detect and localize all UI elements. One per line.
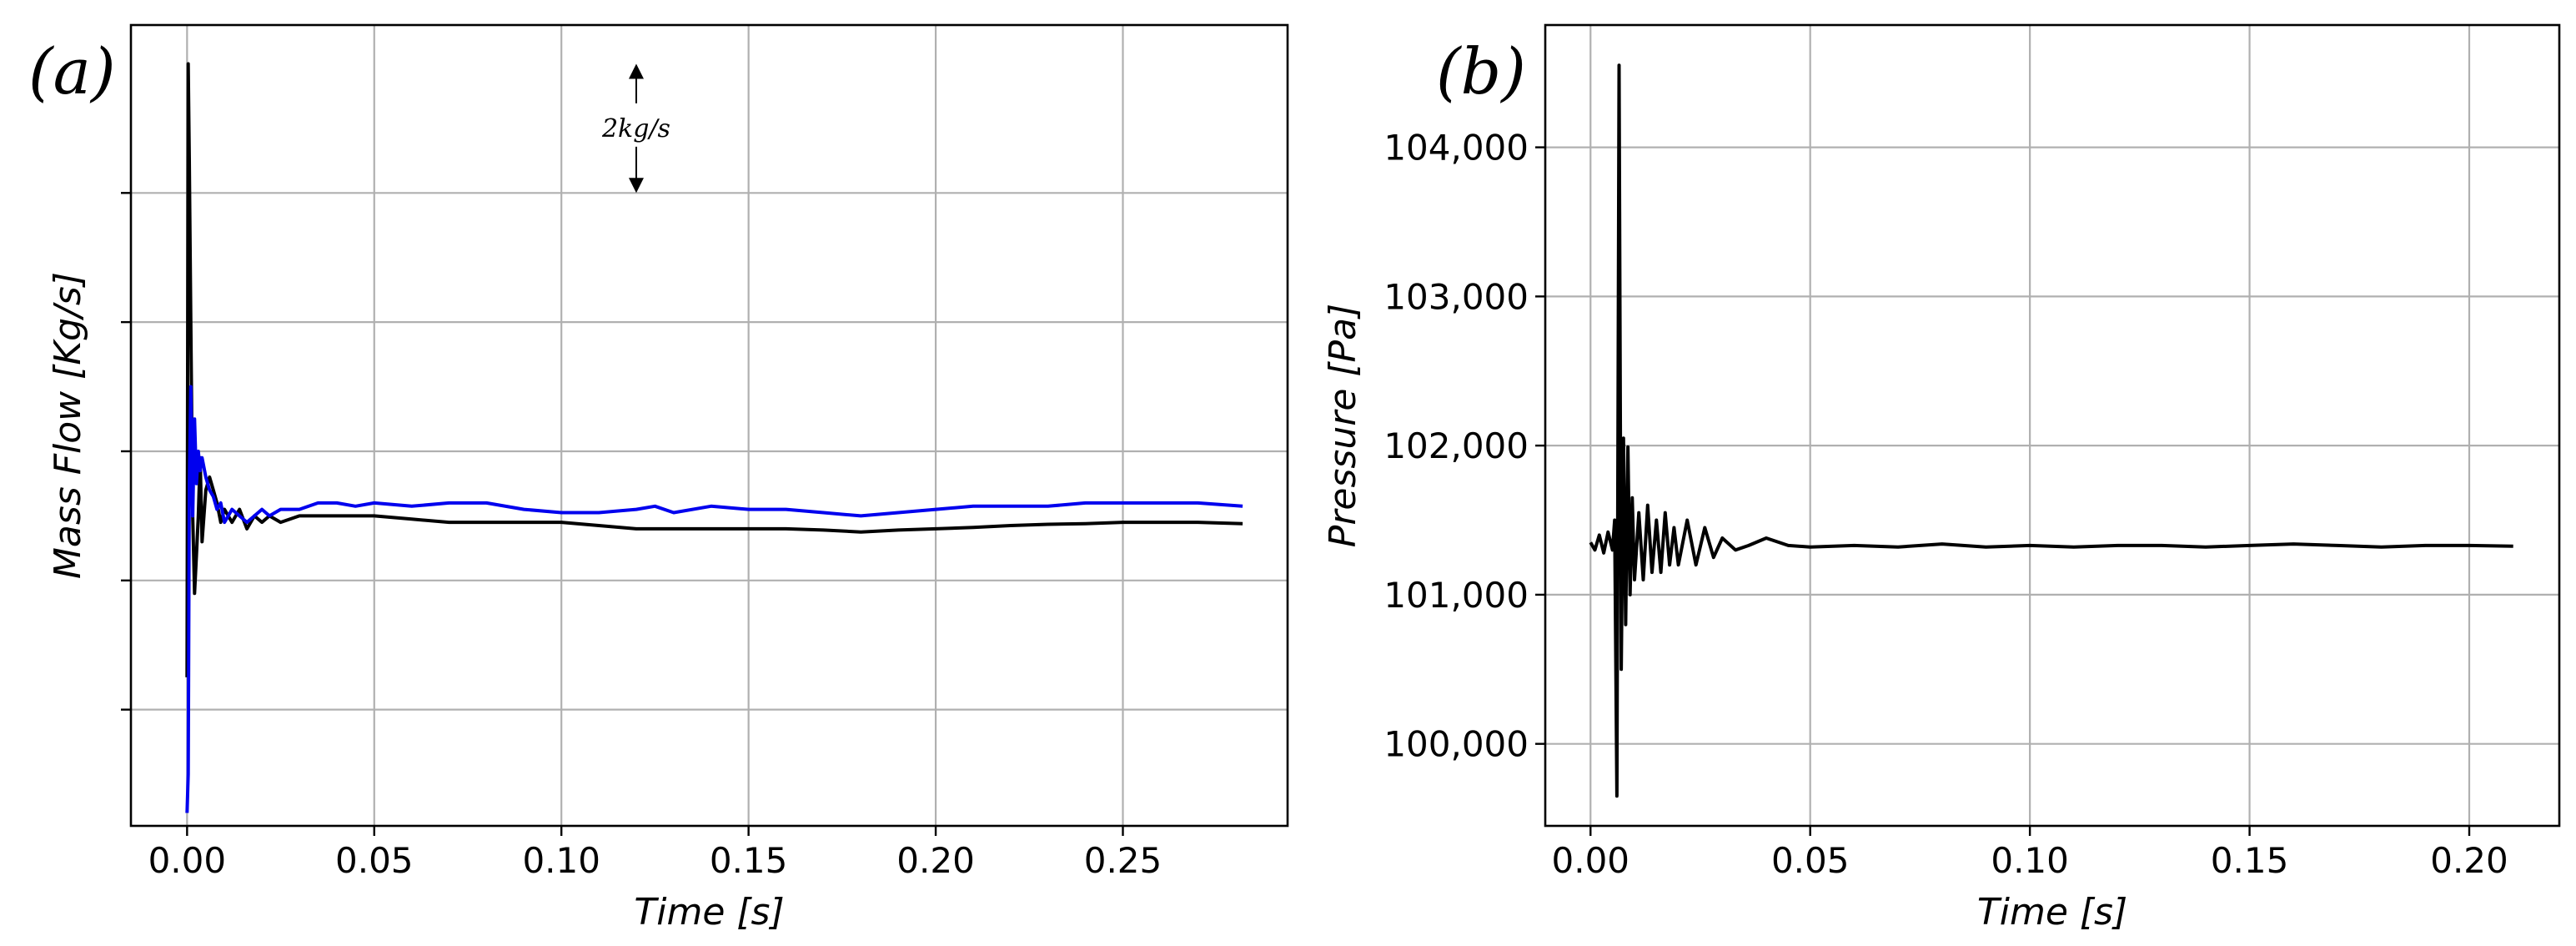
x-tick-label: 0.10 — [1991, 840, 2069, 881]
panel-a-ticks: 0.00 0.05 0.10 0.15 0.20 0.25 — [121, 192, 1162, 881]
panel-b-ticks: 0.00 0.05 0.10 0.15 0.20 100,000 101,000 102,00… — [1383, 128, 2508, 881]
panel-b-y-axis-label: Pressure [Pa] — [1322, 304, 1364, 547]
panel-b-label: (b) — [1436, 34, 1526, 108]
panel-a-frame — [129, 23, 1289, 828]
panel-b-grid — [1545, 25, 2559, 826]
x-tick-label: 0.25 — [1084, 840, 1162, 881]
arrow-down-icon — [628, 178, 644, 194]
panel-a-y-axis-label: Mass Flow [Kg/s] — [47, 272, 89, 579]
x-tick-label: 0.15 — [710, 840, 788, 881]
x-tick-label: 0.05 — [335, 840, 414, 881]
y-tick-label: 103,000 — [1383, 276, 1529, 317]
x-tick-label: 0.20 — [896, 840, 975, 881]
y-tick-label: 102,000 — [1383, 425, 1529, 466]
panel-a-grid — [131, 25, 1288, 826]
series-line-2 — [185, 385, 1243, 813]
series-line-1 — [1589, 63, 2513, 798]
x-tick-label: 0.10 — [522, 840, 600, 881]
panel-a-mass-flow-chart: 2kg/s 0.00 0.05 0.10 0.15 0.20 0.25 (a) Time … — [28, 23, 1289, 933]
panel-a-x-axis-label: Time [s] — [634, 891, 784, 933]
annotation-text: 2kg/s — [601, 114, 670, 143]
y-tick-label: 101,000 — [1383, 575, 1529, 616]
panel-a-label: (a) — [28, 34, 116, 108]
panel-b-x-axis-label: Time [s] — [1977, 891, 2127, 933]
panel-a-annotation: 2kg/s — [601, 63, 670, 194]
x-tick-label: 0.00 — [1552, 840, 1630, 881]
y-tick-label: 104,000 — [1383, 128, 1529, 169]
x-tick-label: 0.20 — [2430, 840, 2508, 881]
y-tick-label: 100,000 — [1383, 724, 1529, 765]
panel-b-frame — [1544, 23, 2561, 828]
x-tick-label: 0.05 — [1771, 840, 1850, 881]
panel-b-pressure-chart: 0.00 0.05 0.10 0.15 0.20 100,000 101,000 102,00… — [1322, 23, 2561, 933]
x-tick-label: 0.15 — [2211, 840, 2289, 881]
panel-a-series-group — [185, 62, 1243, 813]
arrow-up-icon — [628, 63, 644, 79]
x-tick-label: 0.00 — [148, 840, 227, 881]
panel-b-series-group — [1589, 63, 2513, 798]
series-line-1 — [185, 62, 1243, 677]
